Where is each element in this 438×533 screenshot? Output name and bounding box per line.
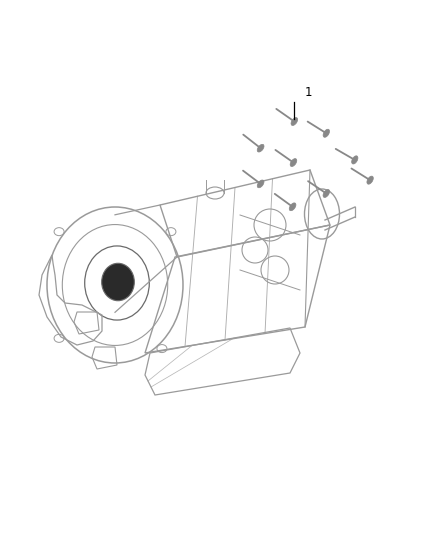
Ellipse shape xyxy=(257,180,264,188)
Ellipse shape xyxy=(257,144,264,152)
Ellipse shape xyxy=(323,129,329,138)
Ellipse shape xyxy=(289,203,296,211)
Ellipse shape xyxy=(290,159,297,166)
Ellipse shape xyxy=(352,156,358,164)
Ellipse shape xyxy=(291,118,298,125)
Text: 1: 1 xyxy=(304,86,312,99)
Ellipse shape xyxy=(102,263,134,301)
Ellipse shape xyxy=(367,176,373,184)
Ellipse shape xyxy=(323,190,329,197)
